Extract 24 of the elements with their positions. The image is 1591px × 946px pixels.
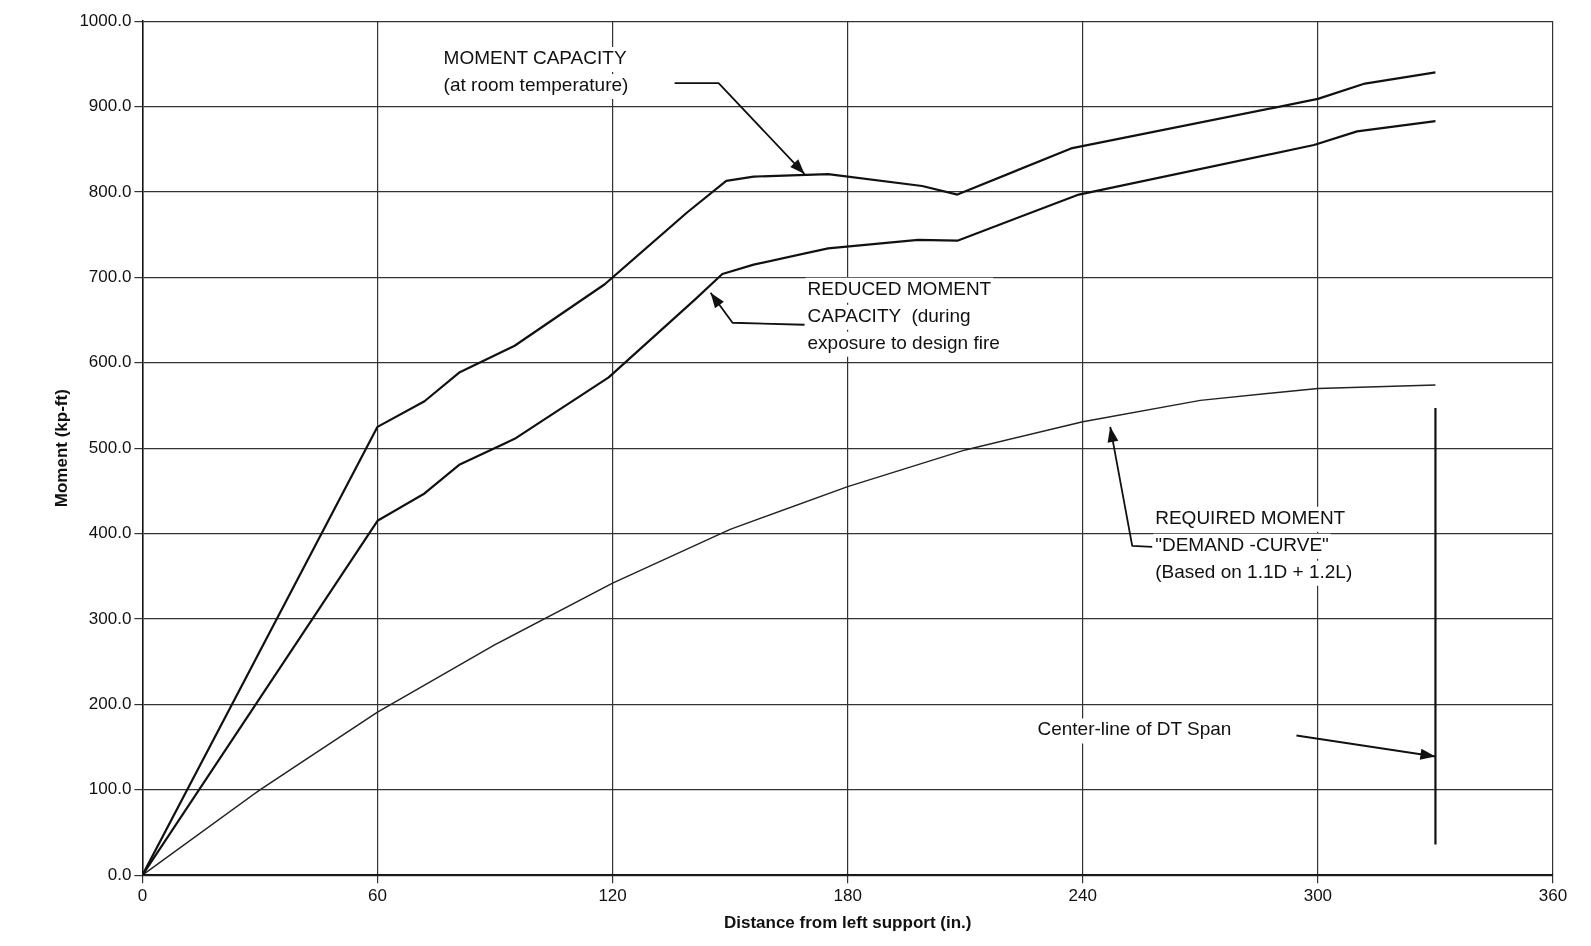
y-tick-label: 300.0 [88, 608, 132, 628]
y-tick-label: 500.0 [88, 437, 132, 457]
x-axis-title: Distance from left support (in.) [723, 913, 972, 933]
y-tick-label: 200.0 [88, 694, 132, 714]
annotation: Center-line of DT Span [1037, 718, 1232, 740]
y-axis-title: Moment (kp-ft) [51, 389, 71, 508]
y-tick-label: 800.0 [88, 181, 132, 201]
x-tick-label: 240 [1068, 886, 1097, 906]
annotation: REQUIRED MOMENT "DEMAND -CURVE" (Based on 1.1D + 1.2L) [1155, 506, 1353, 582]
y-tick-label: 0.0 [107, 864, 132, 884]
x-tick-label: 180 [833, 886, 862, 906]
x-tick-label: 60 [368, 886, 387, 906]
x-tick-label: 120 [598, 886, 627, 906]
y-tick-label: 600.0 [88, 352, 132, 372]
x-tick-label: 300 [1303, 886, 1333, 906]
annotation: REDUCED MOMENT CAPACITY (during exposure to design fire [807, 277, 1000, 353]
y-tick-label: 100.0 [88, 779, 132, 799]
y-tick-label: 700.0 [88, 267, 132, 287]
y-tick-label: 900.0 [88, 96, 132, 116]
annotation: MOMENT CAPACITY (at room temperature) [443, 46, 629, 95]
y-tick-label: 400.0 [88, 523, 132, 543]
y-tick-label: 1000.0 [79, 10, 132, 30]
x-tick-label: 360 [1538, 886, 1568, 906]
x-tick-label: 0 [137, 886, 148, 906]
